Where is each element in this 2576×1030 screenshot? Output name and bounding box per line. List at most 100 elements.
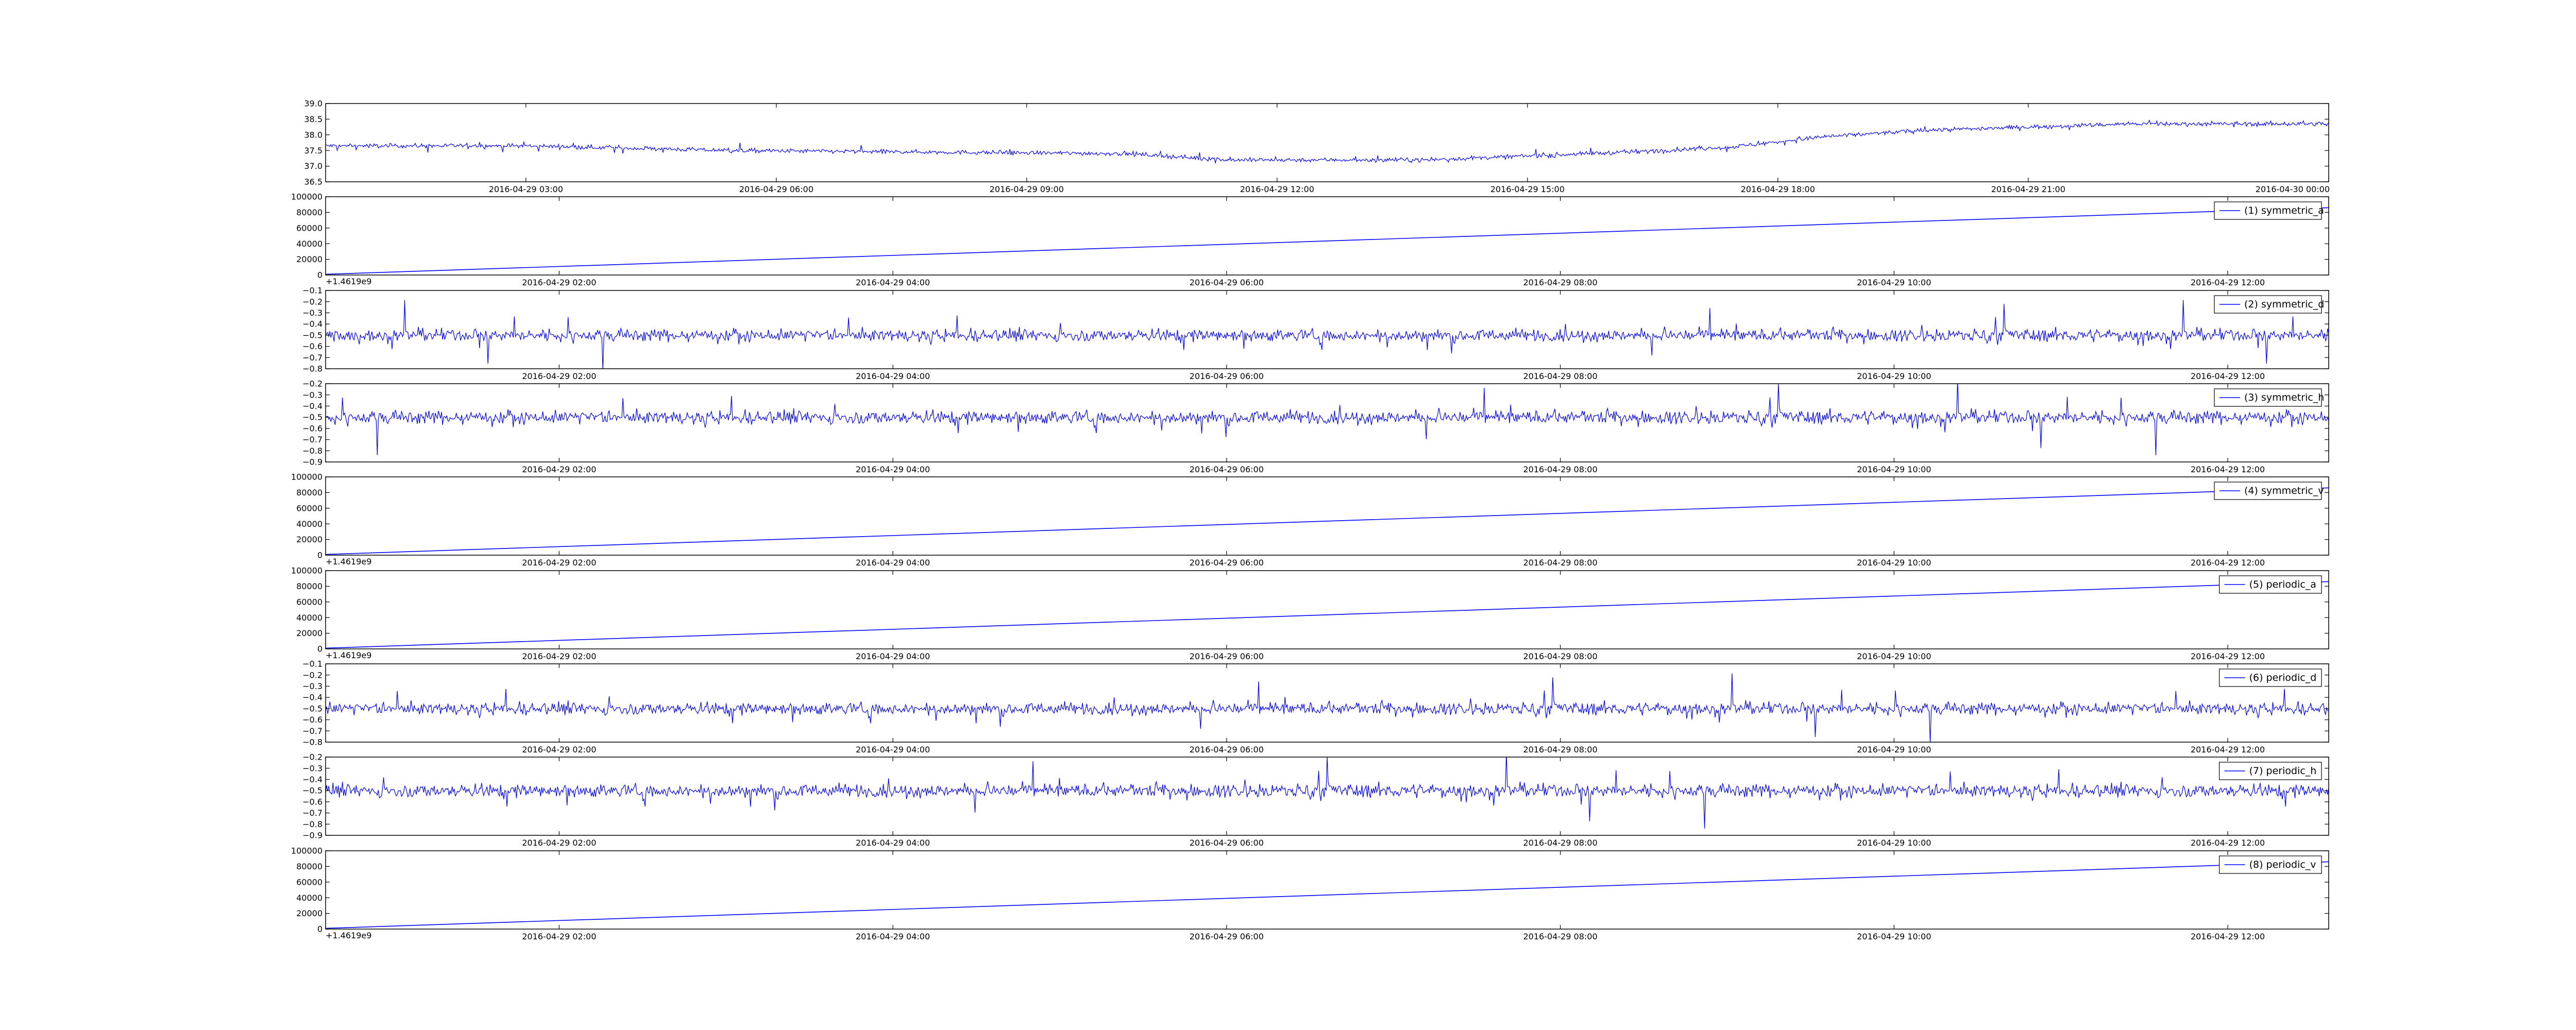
y-tick-label: −0.2 <box>302 297 323 306</box>
y-tick-label: −0.2 <box>302 379 323 389</box>
y-tick-label: 40000 <box>296 519 323 529</box>
subplot-7: −0.9 −0.8−0.7 −0.6−0.5 −0.4 −0.3−0.2 2016-04-… <box>302 752 2329 848</box>
legend-3: (3) symmetric_h <box>2214 388 2324 407</box>
y-tick-label: 60000 <box>296 503 323 513</box>
x-tick-label: 2016-04-29 10:00 <box>1857 838 1931 848</box>
x-tick-label: 2016-04-29 12:00 <box>2191 932 2265 941</box>
x-tick-label: 2016-04-29 04:00 <box>856 745 930 754</box>
y-tick-label: 20000 <box>296 535 323 544</box>
subplot-5: 0 20000 40000 60000 80000 100000 2016-04-29 02… <box>291 566 2329 661</box>
y-tick-label: −0.7 <box>302 353 323 363</box>
y-tick-label: 80000 <box>296 208 323 217</box>
axes-frame-0 <box>325 103 2329 182</box>
subplot-2: −0.8−0.7 −0.6−0.5−0.4−0.3 −0.2−0.1 2016-04-… <box>302 286 2329 381</box>
series-line-3 <box>326 384 2329 455</box>
x-tick-label: 2016-04-29 03:00 <box>489 184 563 194</box>
x-offset-label: +1.4619e9 <box>326 931 371 940</box>
axes-frame-6 <box>325 663 2329 743</box>
subplot-8: 0 20000 40000 60000 80000 100000 2016-04-29 02… <box>291 846 2329 941</box>
legend-6: (6) periodic_d <box>2219 668 2322 687</box>
x-tick-label: 2016-04-29 08:00 <box>1523 745 1597 754</box>
axes-frame-8 <box>325 850 2329 930</box>
y-tick-label: 100000 <box>291 192 323 202</box>
x-tick-label: 2016-04-29 04:00 <box>856 932 930 941</box>
legend-4: (4) symmetric_v <box>2214 482 2324 500</box>
y-tick-label: −0.5 <box>302 330 323 340</box>
x-tick-label: 2016-04-29 10:00 <box>1857 745 1931 754</box>
x-tick-label: 2016-04-29 12:00 <box>2191 838 2265 848</box>
y-tick-label: 80000 <box>296 862 323 871</box>
y-tick-label: 20000 <box>296 628 323 638</box>
x-tick-label: 2016-04-29 04:00 <box>856 651 930 661</box>
x-tick-label: 2016-04-29 08:00 <box>1523 838 1597 848</box>
x-tick-label: 2016-04-29 04:00 <box>856 558 930 568</box>
legend-7: (7) periodic_h <box>2219 762 2322 780</box>
y-tick-label: 100000 <box>291 472 323 482</box>
x-tick-label: 2016-04-29 02:00 <box>522 838 596 848</box>
subplot-6: −0.8−0.7−0.6 −0.5−0.4 −0.3−0.2−0.1 2016-04-… <box>302 659 2329 754</box>
series-line-6 <box>326 673 2329 742</box>
series-line-0 <box>326 119 2329 164</box>
x-tick-label: 2016-04-29 10:00 <box>1857 278 1931 287</box>
y-tick-label: 60000 <box>296 597 323 607</box>
x-tick-label: 2016-04-29 10:00 <box>1857 465 1931 474</box>
x-tick-label: 2016-04-29 10:00 <box>1857 651 1931 661</box>
subplot-1: 0 20000 40000 60000 80000 100000 2016-04-29 02… <box>291 192 2329 287</box>
y-tick-label: −0.9 <box>302 457 323 467</box>
series-line-5 <box>326 581 2329 649</box>
x-tick-label: 2016-04-29 06:00 <box>1190 651 1264 661</box>
subplot-stack: 36.5 37.0 37.5 38.0 38.5 39.0 2016-04-29 03:00… <box>291 99 2330 941</box>
legend-5: (5) periodic_a <box>2219 575 2322 594</box>
x-tick-label: 2016-04-29 06:00 <box>1190 932 1264 941</box>
x-tick-label: 2016-04-29 06:00 <box>739 184 814 194</box>
axes-frame-4 <box>325 476 2329 556</box>
x-tick-label: 2016-04-29 02:00 <box>522 465 596 474</box>
x-tick-label: 2016-04-29 10:00 <box>1857 932 1931 941</box>
x-tick-label: 2016-04-29 02:00 <box>522 932 596 941</box>
legend-8: (8) periodic_v <box>2219 855 2322 874</box>
legend-2: (2) symmetric_d <box>2214 295 2324 314</box>
x-tick-label: 2016-04-29 06:00 <box>1190 465 1264 474</box>
y-tick-label: −0.6 <box>302 715 323 725</box>
y-tick-label: −0.2 <box>302 752 323 762</box>
legend-label: (8) periodic_v <box>2249 859 2316 870</box>
y-tick-label: 20000 <box>296 908 323 918</box>
x-tick-label: 2016-04-29 02:00 <box>522 558 596 568</box>
x-tick-label: 2016-04-29 09:00 <box>990 184 1064 194</box>
legend-box <box>2219 668 2322 687</box>
y-tick-label: −0.1 <box>302 659 323 669</box>
x-tick-label: 2016-04-30 00:00 <box>2256 184 2330 194</box>
series-line-8 <box>326 861 2329 929</box>
y-tick-label: 36.5 <box>304 177 323 187</box>
legend-1: (1) symmetric_a <box>2214 201 2324 220</box>
x-tick-label: 2016-04-29 02:00 <box>522 278 596 287</box>
series-line-2 <box>326 300 2329 369</box>
y-tick-label: −0.7 <box>302 808 323 818</box>
legend-label: (5) periodic_a <box>2249 579 2316 590</box>
y-tick-label: −0.3 <box>302 390 323 400</box>
y-tick-label: 37.0 <box>304 161 323 171</box>
legend-label: (1) symmetric_a <box>2244 205 2324 216</box>
y-tick-label: −0.6 <box>302 341 323 351</box>
y-tick-label: 40000 <box>296 613 323 623</box>
x-tick-label: 2016-04-29 08:00 <box>1523 932 1597 941</box>
axes-frame-1 <box>325 196 2329 276</box>
x-tick-label: 2016-04-29 08:00 <box>1523 465 1597 474</box>
y-tick-label: −0.6 <box>302 423 323 433</box>
series-line-4 <box>326 487 2329 555</box>
x-offset-label: +1.4619e9 <box>326 650 371 660</box>
x-tick-label: 2016-04-29 04:00 <box>856 465 930 474</box>
x-tick-label: 2016-04-29 08:00 <box>1523 371 1597 381</box>
x-tick-label: 2016-04-29 04:00 <box>856 838 930 848</box>
y-tick-label: 60000 <box>296 223 323 233</box>
y-tick-label: 0 <box>317 270 323 280</box>
legend-box <box>2219 762 2322 780</box>
x-tick-label: 2016-04-29 06:00 <box>1190 371 1264 381</box>
x-tick-label: 2016-04-29 04:00 <box>856 371 930 381</box>
x-tick-label: 2016-04-29 06:00 <box>1190 278 1264 287</box>
x-tick-label: 2016-04-29 02:00 <box>522 651 596 661</box>
y-tick-label: −0.2 <box>302 670 323 680</box>
x-tick-label: 2016-04-29 06:00 <box>1190 558 1264 568</box>
y-tick-label: −0.7 <box>302 726 323 736</box>
